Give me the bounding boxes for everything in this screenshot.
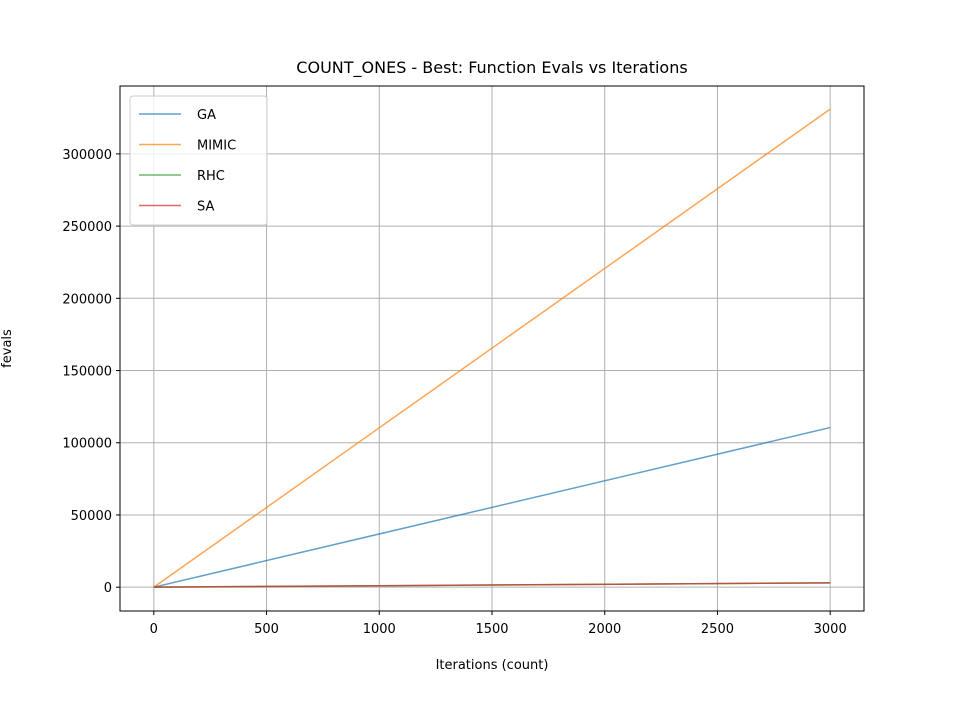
x-axis-label: Iterations (count) — [436, 658, 549, 673]
chart-title: COUNT_ONES - Best: Function Evals vs Ite… — [296, 58, 687, 78]
x-tick-label: 2500 — [701, 622, 734, 637]
x-tick-label: 500 — [254, 622, 279, 637]
x-tick-label: 3000 — [814, 622, 847, 637]
series-line-ga — [153, 426, 831, 588]
y-ticks: 0 50000 100000 150000 200000 250000 300000 — [62, 148, 120, 596]
legend-box — [129, 95, 268, 226]
series-line-mimic — [153, 108, 831, 588]
y-tick-label: 100000 — [62, 437, 112, 452]
y-tick-label: 0 — [104, 581, 112, 596]
y-tick-label: 300000 — [62, 148, 112, 163]
y-tick-label: 200000 — [62, 292, 112, 307]
legend: GA MIMIC RHC SA — [129, 95, 268, 226]
x-tick-label: 1000 — [363, 622, 396, 637]
legend-label-rhc: RHC — [197, 169, 225, 184]
y-tick-label: 50000 — [71, 509, 112, 524]
y-axis-label: fevals — [0, 329, 15, 368]
y-tick-label: 250000 — [62, 220, 112, 235]
series-line-sa — [153, 582, 831, 588]
x-tick-label: 1500 — [475, 622, 508, 637]
legend-label-sa: SA — [197, 200, 214, 215]
legend-label-mimic: MIMIC — [197, 139, 236, 154]
legend-label-ga: GA — [197, 108, 216, 123]
x-tick-label: 2000 — [588, 622, 621, 637]
series-layer — [153, 108, 831, 588]
x-tick-label: 0 — [150, 622, 158, 637]
x-ticks: 0 500 1000 1500 2000 2500 3000 — [150, 611, 847, 637]
y-tick-label: 150000 — [62, 365, 112, 380]
